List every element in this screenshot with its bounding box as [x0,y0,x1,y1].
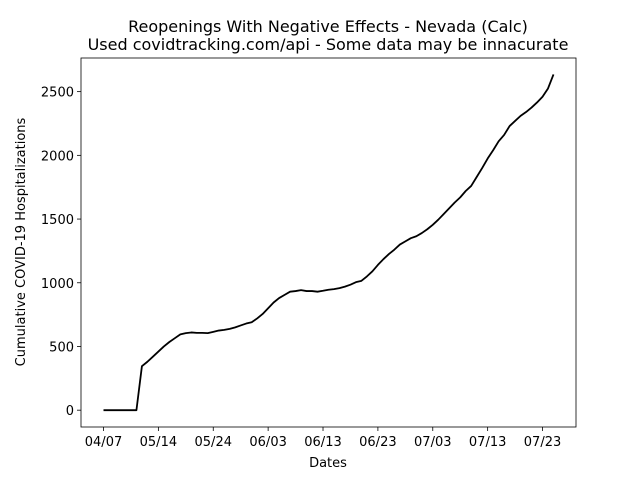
y-tick-label: 2500 [41,86,74,101]
y-tick-label: 500 [49,340,74,355]
y-tick-label: 1000 [41,277,74,292]
y-axis-label: Cumulative COVID-19 Hospitalizations [14,117,29,366]
chart-subtitle: Used covidtracking.com/api - Some data m… [88,35,569,54]
x-tick-label: 04/07 [85,435,122,450]
x-axis-label: Dates [309,456,347,471]
y-tick-label: 0 [66,404,74,419]
x-tick-label: 06/23 [359,435,396,450]
x-tick-label: 07/13 [469,435,506,450]
x-tick-label: 06/03 [249,435,286,450]
x-tick-label: 07/23 [524,435,561,450]
x-tick-label: 07/03 [414,435,451,450]
chart-title: Reopenings With Negative Effects - Nevad… [128,17,528,36]
y-tick-label: 1500 [41,213,74,228]
y-tick-label: 2000 [41,149,74,164]
x-tick-label: 06/13 [304,435,341,450]
line [103,74,555,412]
x-tick-label: 05/14 [140,435,177,450]
plot-frame [80,57,577,428]
x-tick-label: 05/24 [195,435,232,450]
